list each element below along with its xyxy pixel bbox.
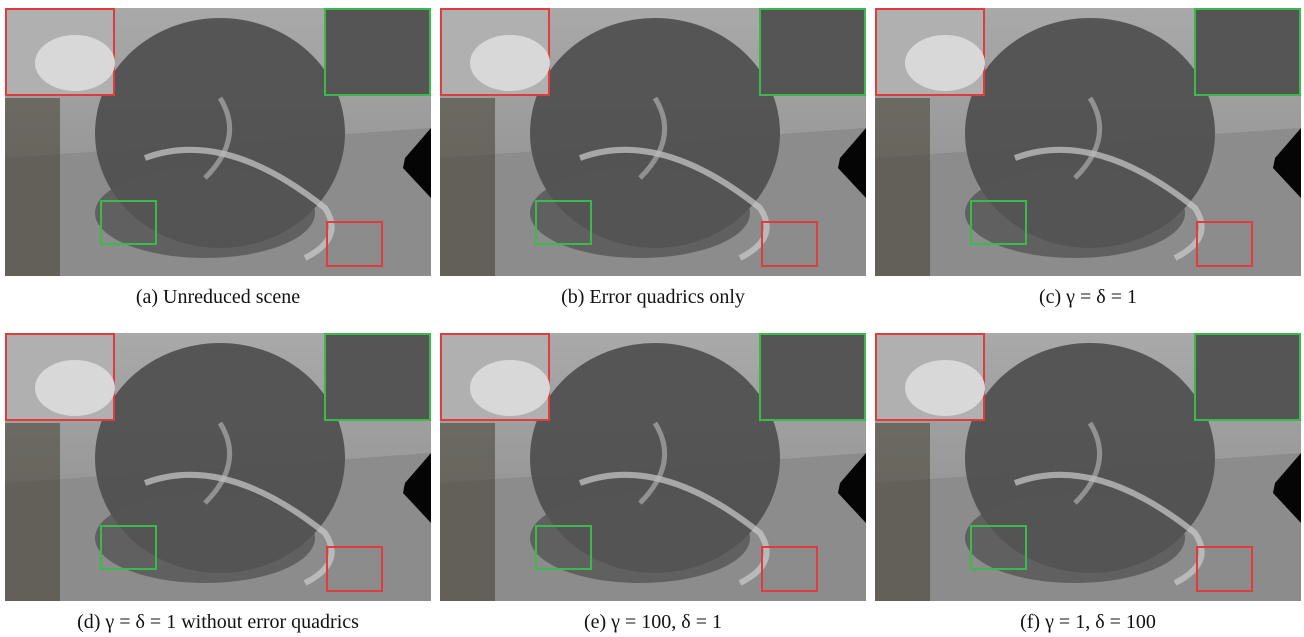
- render-image: [875, 333, 1301, 601]
- figure-panel: (e) γ = 100, δ = 1: [440, 333, 866, 634]
- panel-caption: (b) Error quadrics only: [440, 286, 866, 309]
- panel-caption: (e) γ = 100, δ = 1: [440, 611, 866, 634]
- panel-caption: (d) γ = δ = 1 without error quadrics: [5, 611, 431, 634]
- render-image: [875, 8, 1301, 276]
- render-image: [5, 8, 431, 276]
- figure-panel: (b) Error quadrics only: [440, 8, 866, 309]
- render-image: [5, 333, 431, 601]
- figure-panel: (a) Unreduced scene: [5, 8, 431, 309]
- figure-panel: (c) γ = δ = 1: [875, 8, 1301, 309]
- render-image: [440, 333, 866, 601]
- figure-panel: (d) γ = δ = 1 without error quadrics: [5, 333, 431, 634]
- panel-caption: (a) Unreduced scene: [5, 286, 431, 309]
- figure-panel: (f) γ = 1, δ = 100: [875, 333, 1301, 634]
- panel-caption: (f) γ = 1, δ = 100: [875, 611, 1301, 634]
- figure: (a) Unreduced scene (b) Error quadrics on…: [0, 0, 1304, 637]
- panel-caption: (c) γ = δ = 1: [875, 286, 1301, 309]
- render-image: [440, 8, 866, 276]
